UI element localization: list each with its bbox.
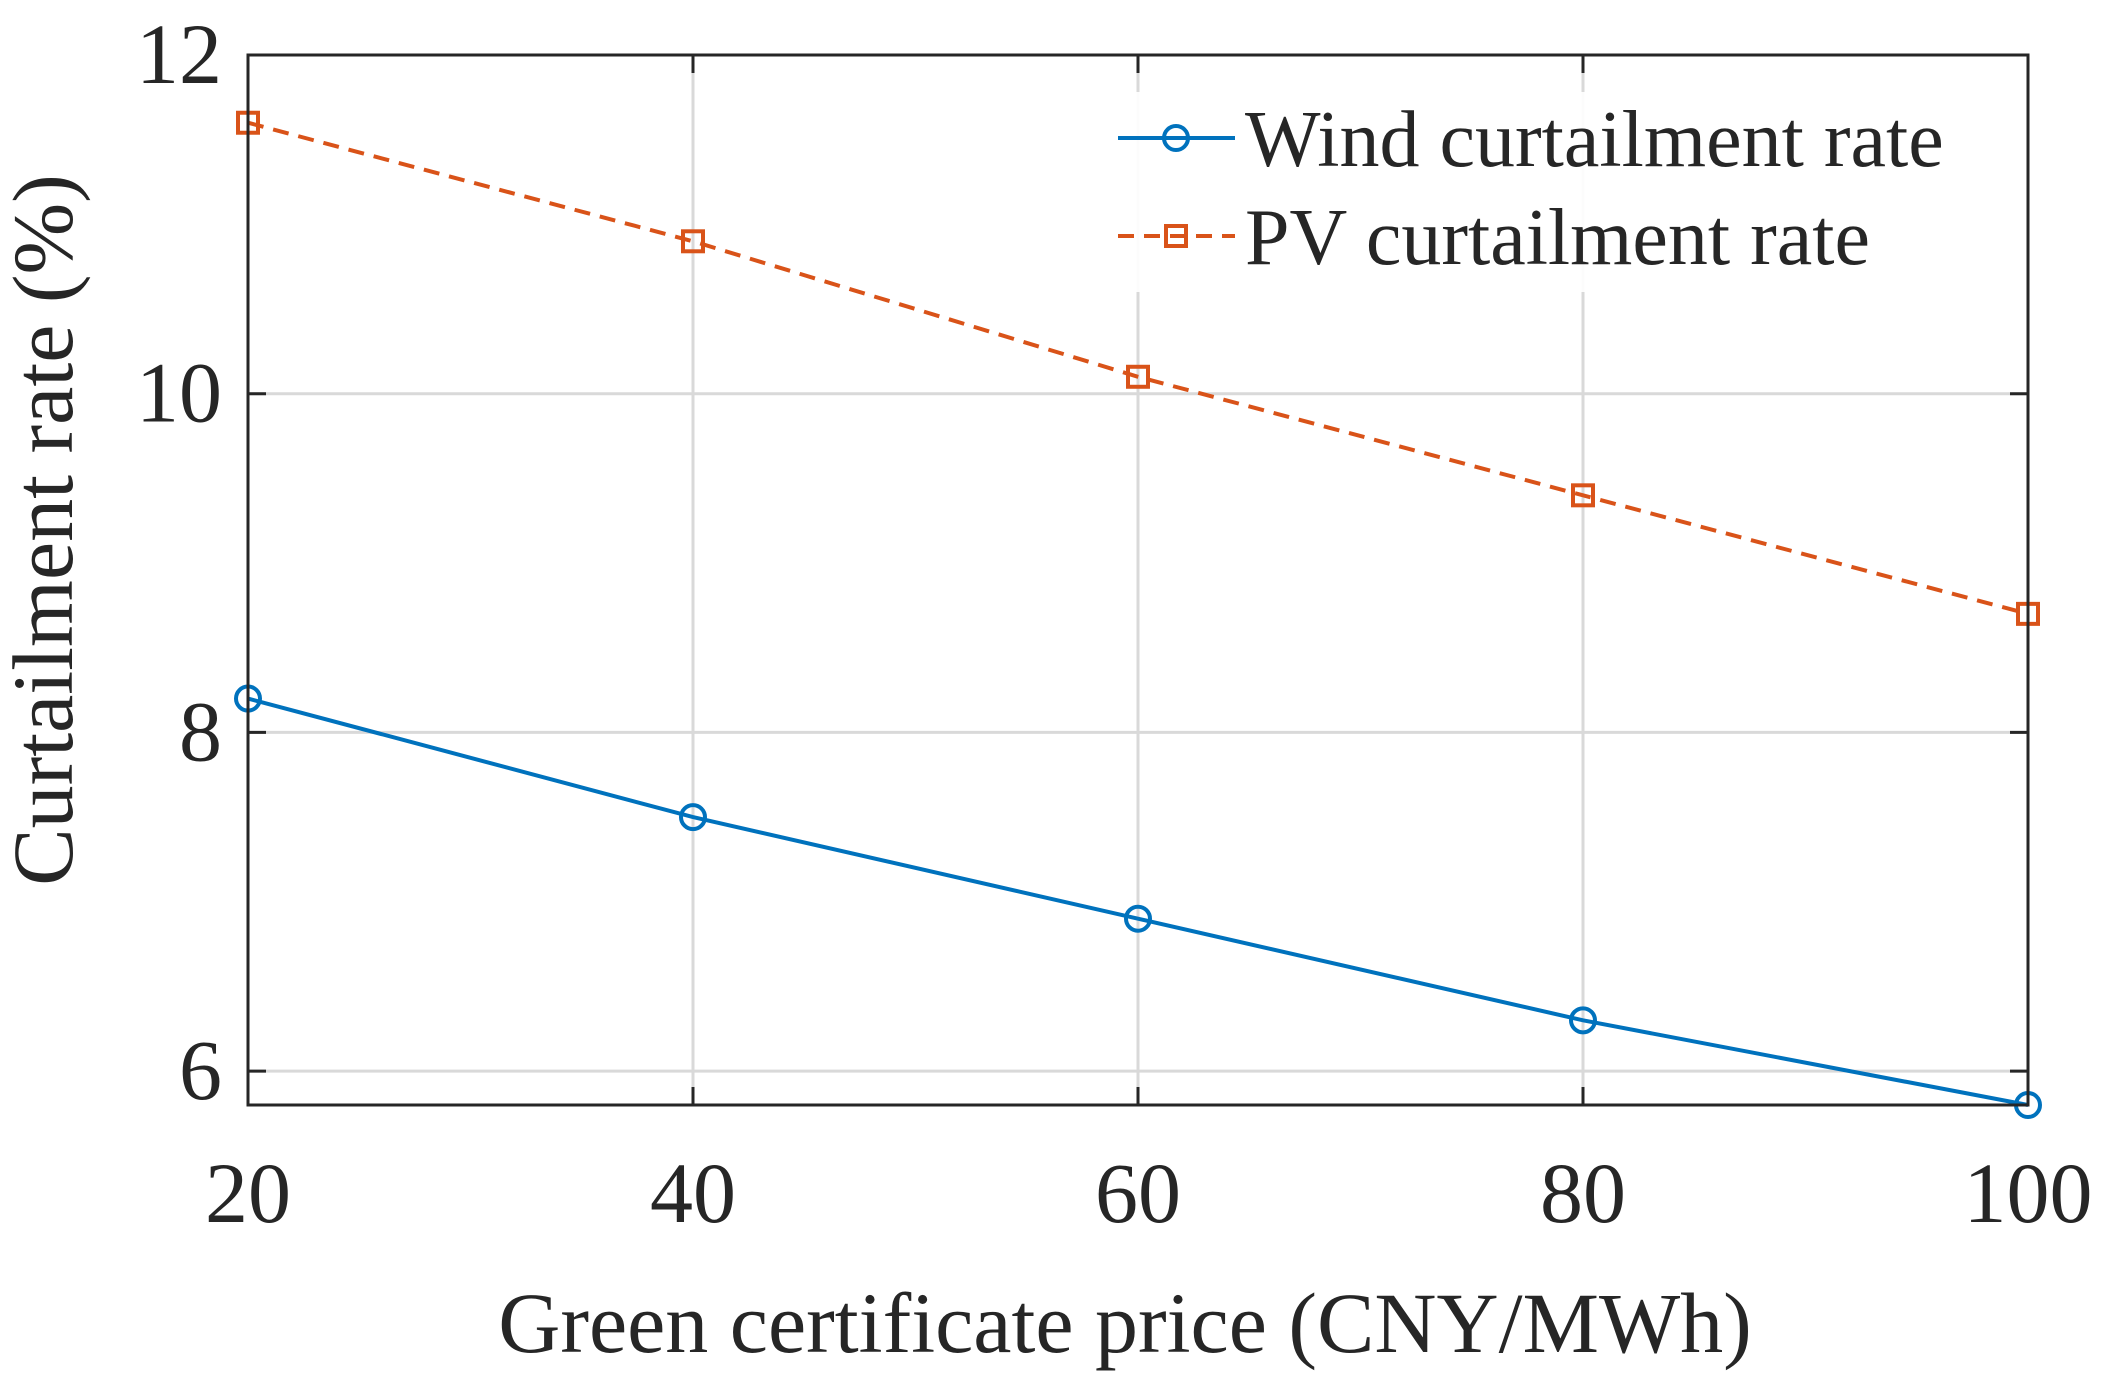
data-point-square — [681, 229, 705, 254]
data-point-square — [1571, 483, 1595, 508]
y-tick-label: 8 — [179, 683, 222, 779]
y-axis-label: Curtailment rate (%) — [0, 174, 91, 886]
data-point-circle — [1124, 904, 1152, 933]
y-tick-labels: 6 8 10 12 — [136, 6, 222, 1118]
x-axis-label: Green certificate price (CNY/MWh) — [498, 1275, 1752, 1371]
data-point-square — [1126, 364, 1150, 389]
legend-item-pv: PV curtailment rate — [1118, 194, 1870, 282]
legend-item-wind: Wind curtailment rate — [1118, 96, 1944, 184]
x-tick-label: 80 — [1540, 1145, 1626, 1241]
y-tick-label: 6 — [179, 1022, 222, 1118]
legend-marker-wind-circle-icon — [1162, 124, 1190, 152]
axis-ticks — [246, 53, 2030, 1105]
x-tick-label: 60 — [1095, 1145, 1181, 1241]
y-tick-label: 12 — [136, 6, 222, 102]
y-tick-label: 10 — [136, 345, 222, 441]
series-line-0 — [247, 696, 2029, 1107]
x-tick-label: 20 — [205, 1145, 291, 1241]
data-point-circle — [679, 803, 707, 832]
legend-box — [1105, 92, 2005, 292]
x-tick-labels: 20 40 60 80 100 — [205, 1145, 2093, 1241]
x-tick-label: 40 — [650, 1145, 736, 1241]
series-line-1 — [247, 120, 2029, 616]
x-tick-label: 100 — [1964, 1145, 2093, 1241]
legend-label-pv: PV curtailment rate — [1245, 194, 1870, 282]
legend-label-wind: Wind curtailment rate — [1245, 96, 1944, 184]
legend: Wind curtailment rate PV curtailment rat… — [1105, 92, 2005, 292]
data-point-circle — [1569, 1006, 1597, 1035]
legend-marker-pv-square-icon — [1164, 224, 1188, 248]
